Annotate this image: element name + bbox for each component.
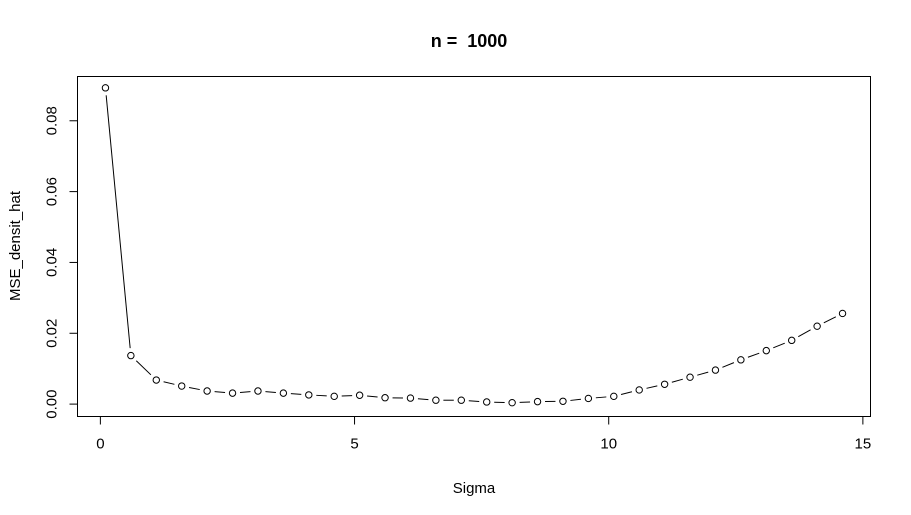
line-segment: [798, 329, 811, 338]
y-tick-label: 0.08: [44, 106, 61, 135]
data-point: [559, 397, 567, 405]
line-segment: [697, 371, 709, 376]
line-segment: [214, 391, 226, 393]
y-axis-label: MSE_densit_hat: [7, 190, 24, 301]
series-line: [105, 95, 837, 403]
line-segment: [773, 342, 785, 349]
data-point: [152, 376, 160, 384]
data-point: [762, 346, 770, 355]
y-tick-label: 0.02: [44, 319, 61, 348]
line-segment: [163, 381, 175, 385]
line-segment: [316, 394, 327, 397]
line-segment: [722, 362, 735, 368]
data-point: [660, 380, 669, 388]
line-segment: [671, 378, 683, 383]
line-segment: [239, 391, 251, 393]
y-axis: 0.00 0.02 0.04 0.06 0.08: [44, 106, 78, 419]
y-tick-label: 0.06: [44, 177, 61, 206]
line-segment: [105, 95, 131, 349]
line-segment: [290, 393, 302, 395]
line-segment: [595, 396, 607, 399]
data-point: [610, 392, 618, 401]
data-point: [457, 396, 465, 404]
x-tick-label: 10: [600, 436, 617, 453]
line-segment: [367, 395, 378, 398]
data-point: [279, 389, 288, 397]
data-point: [483, 398, 491, 406]
y-tick-label: 0.04: [44, 248, 61, 277]
line-segment: [570, 398, 581, 401]
data-point: [635, 386, 643, 394]
line-segment: [188, 386, 200, 391]
data-point: [838, 309, 847, 318]
y-tick-label: 0.00: [44, 390, 61, 419]
line-segment: [823, 316, 837, 324]
data-point: [406, 394, 415, 402]
data-point: [127, 351, 135, 360]
line-segment: [468, 400, 480, 402]
data-point: [203, 387, 211, 395]
x-axis: 0 5 10 15: [96, 416, 872, 453]
x-axis-label: Sigma: [453, 480, 496, 497]
data-point: [101, 84, 110, 92]
data-point: [228, 389, 237, 397]
data-point: [813, 322, 821, 330]
data-point: [381, 394, 389, 402]
data-point: [305, 391, 313, 399]
data-point: [533, 397, 542, 406]
data-point: [711, 366, 720, 374]
x-tick-label: 0: [96, 436, 104, 453]
line-segment: [747, 352, 760, 358]
line-segment: [265, 391, 276, 393]
data-point: [330, 392, 338, 401]
data-point: [508, 398, 516, 407]
data-point: [737, 356, 745, 364]
line-segment: [646, 385, 658, 389]
chart-title: n = 1000: [431, 31, 508, 51]
data-point: [355, 391, 364, 399]
x-tick-label: 15: [855, 436, 872, 453]
data-point: [584, 394, 593, 403]
data-point: [788, 336, 796, 345]
data-point: [254, 387, 262, 395]
line-segment: [135, 360, 152, 376]
data-point: [178, 382, 186, 390]
x-tick-label: 5: [350, 436, 358, 453]
line-segment: [417, 398, 429, 401]
plot-frame: [77, 76, 871, 417]
series-points: [101, 84, 847, 407]
line-segment: [620, 391, 633, 395]
data-point: [432, 396, 440, 404]
data-point: [686, 373, 694, 381]
